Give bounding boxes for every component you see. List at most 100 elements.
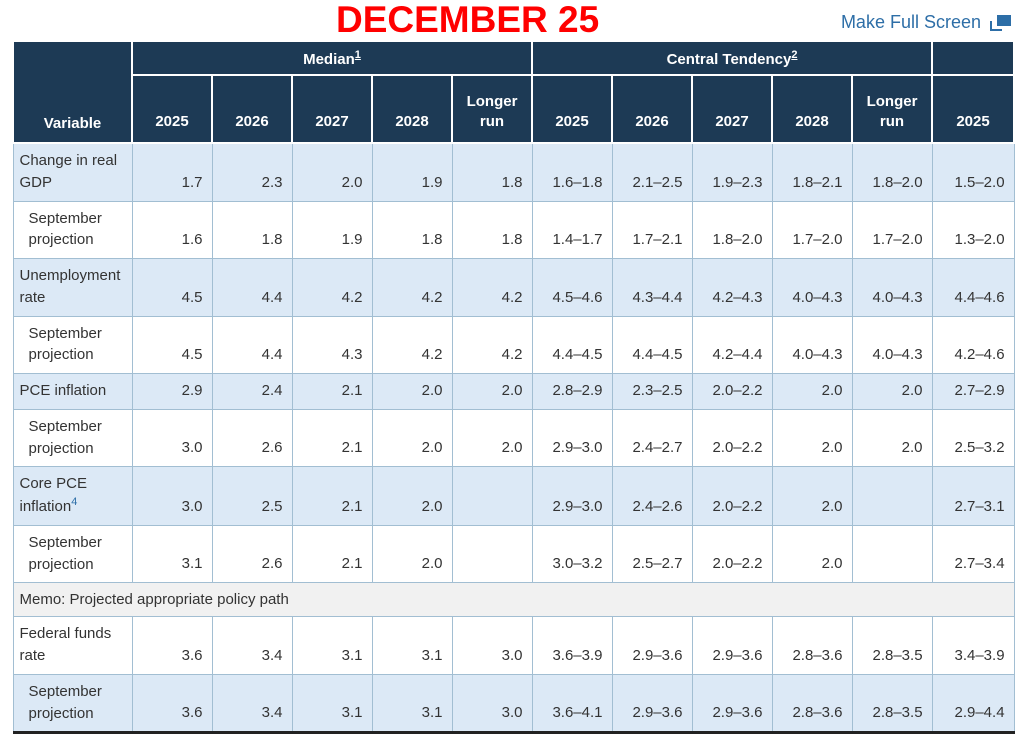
value-cell: 2.5–2.7 xyxy=(611,524,693,584)
value-cell: 2.8–3.6 xyxy=(771,673,853,734)
value-cell xyxy=(451,466,533,526)
row-label: PCE inflation xyxy=(12,373,133,410)
value-cell: 4.4 xyxy=(211,315,293,374)
value-cell: 2.0 xyxy=(291,142,373,202)
row-label-text: September projection xyxy=(28,209,102,249)
value-cell: 4.0–4.3 xyxy=(851,315,933,374)
value-cell: 4.5–4.6 xyxy=(531,258,613,317)
value-cell: 2.0 xyxy=(771,466,853,526)
value-cell: 4.5 xyxy=(131,258,213,317)
row-label: Unemployment rate xyxy=(12,258,133,317)
table-row: September projection 3.1 2.6 2.1 2.0 3.0–3.2 2… xyxy=(12,524,1015,584)
year-header: 2025 xyxy=(531,74,613,144)
value-cell: 2.5 xyxy=(211,466,293,526)
value-cell: 1.5–2.0 xyxy=(931,142,1015,202)
value-cell: 2.3–2.5 xyxy=(611,373,693,410)
row-label: Federal funds rate xyxy=(12,616,133,675)
value-cell: 2.0–2.2 xyxy=(691,408,773,468)
projections-table: Variable Median1 Central Tendency2 2025 2… xyxy=(12,40,1016,734)
value-cell: 4.3 xyxy=(291,315,373,374)
value-cell: 4.4–4.5 xyxy=(531,315,613,374)
value-cell: 2.7–2.9 xyxy=(931,373,1015,410)
year-header-row: 2025 2026 2027 2028 Longer run 2025 2026 2027 20… xyxy=(13,74,1016,144)
value-cell: 3.1 xyxy=(371,673,453,734)
table-row: Change in real GDP 1.7 2.3 2.0 1.9 1.8 1.6–1.8… xyxy=(12,142,1015,202)
row-label-text: Federal funds rate xyxy=(19,625,112,664)
value-cell: 4.2 xyxy=(451,315,533,374)
value-cell: 3.1 xyxy=(291,616,373,675)
row-label-text: September projection xyxy=(28,533,102,573)
value-cell: 2.0 xyxy=(371,524,453,584)
footnote-2-link[interactable]: 2 xyxy=(791,48,798,61)
year-header: 2028 xyxy=(371,74,453,144)
row-label-text: September projection xyxy=(28,324,102,364)
value-cell: 4.2 xyxy=(451,258,533,317)
value-cell: 4.0–4.3 xyxy=(771,258,853,317)
row-label-text: Core PCE inflation xyxy=(19,475,88,515)
value-cell: 2.1–2.5 xyxy=(611,142,693,202)
value-cell: 2.9–4.4 xyxy=(931,673,1015,734)
value-cell: 2.1 xyxy=(291,408,373,468)
value-cell: 3.1 xyxy=(371,616,453,675)
value-cell: 2.0–2.2 xyxy=(691,466,773,526)
value-cell: 4.2 xyxy=(371,315,453,374)
value-cell: 4.2 xyxy=(371,258,453,317)
value-cell: 1.9–2.3 xyxy=(691,142,773,202)
value-cell: 2.5–3.2 xyxy=(931,408,1015,468)
value-cell: 2.8–3.5 xyxy=(851,673,933,734)
value-cell: 4.5 xyxy=(131,315,213,374)
value-cell: 2.9–3.0 xyxy=(531,466,613,526)
memo-label: Memo: Projected appropriate policy path xyxy=(12,582,1015,618)
top-bar: DECEMBER 25 Make Full Screen xyxy=(0,0,1025,40)
value-cell: 2.7–3.4 xyxy=(931,524,1015,584)
median-group-header: Median1 xyxy=(131,40,533,76)
value-cell: 2.9–3.0 xyxy=(531,408,613,468)
value-cell: 2.8–3.5 xyxy=(851,616,933,675)
row-label: September projection xyxy=(12,524,133,584)
range-group-header xyxy=(931,40,1016,76)
year-header: 2027 xyxy=(691,74,773,144)
value-cell: 4.0–4.3 xyxy=(851,258,933,317)
year-header: 2025 xyxy=(931,74,1016,144)
table-row: Core PCE inflation4 3.0 2.5 2.1 2.0 2.9–3.0 2.… xyxy=(12,466,1015,526)
value-cell: 1.8–2.0 xyxy=(691,200,773,259)
make-full-screen-label: Make Full Screen xyxy=(840,12,981,32)
expand-fullscreen-icon xyxy=(990,14,1011,31)
central-tendency-group-label: Central Tendency xyxy=(666,50,792,68)
value-cell: 1.8–2.0 xyxy=(851,142,933,202)
median-group-label: Median xyxy=(303,50,355,68)
value-cell: 3.4 xyxy=(211,616,293,675)
value-cell: 1.6 xyxy=(131,200,213,259)
value-cell: 3.6 xyxy=(131,616,213,675)
value-cell: 1.7 xyxy=(131,142,213,202)
value-cell: 1.3–2.0 xyxy=(931,200,1015,259)
value-cell: 2.8–2.9 xyxy=(531,373,613,410)
value-cell: 2.0 xyxy=(371,466,453,526)
value-cell: 2.0 xyxy=(451,373,533,410)
value-cell: 4.4–4.6 xyxy=(931,258,1015,317)
value-cell: 2.9–3.6 xyxy=(691,616,773,675)
table-row: PCE inflation 2.9 2.4 2.1 2.0 2.0 2.8–2.9 2.3–2… xyxy=(12,373,1015,410)
value-cell: 1.6–1.8 xyxy=(531,142,613,202)
value-cell: 3.6–4.1 xyxy=(531,673,613,734)
row-label: September projection xyxy=(12,673,133,734)
group-header-row: Variable Median1 Central Tendency2 xyxy=(12,40,1016,144)
row-label-text: Change in real GDP xyxy=(19,152,118,191)
value-cell: 2.0 xyxy=(771,373,853,410)
row-label: September projection xyxy=(12,200,133,259)
value-cell: 1.8 xyxy=(371,200,453,259)
make-full-screen-link[interactable]: Make Full Screen xyxy=(841,12,1011,33)
footnote-1-link[interactable]: 1 xyxy=(354,48,361,61)
row-label-text: PCE inflation xyxy=(19,382,107,399)
value-cell: 1.9 xyxy=(291,200,373,259)
value-cell: 2.0 xyxy=(371,408,453,468)
value-cell: 2.0 xyxy=(851,373,933,410)
value-cell: 2.4–2.6 xyxy=(611,466,693,526)
table-row: September projection 3.0 2.6 2.1 2.0 2.0 2.9–3… xyxy=(12,408,1015,468)
value-cell: 4.2–4.4 xyxy=(691,315,773,374)
value-cell: 4.4 xyxy=(211,258,293,317)
table-row: Federal funds rate 3.6 3.4 3.1 3.1 3.0 3.6–3.9… xyxy=(12,616,1015,675)
value-cell: 2.0 xyxy=(851,408,933,468)
footnote-4-link[interactable]: 4 xyxy=(71,496,78,508)
value-cell: 3.6 xyxy=(131,673,213,734)
